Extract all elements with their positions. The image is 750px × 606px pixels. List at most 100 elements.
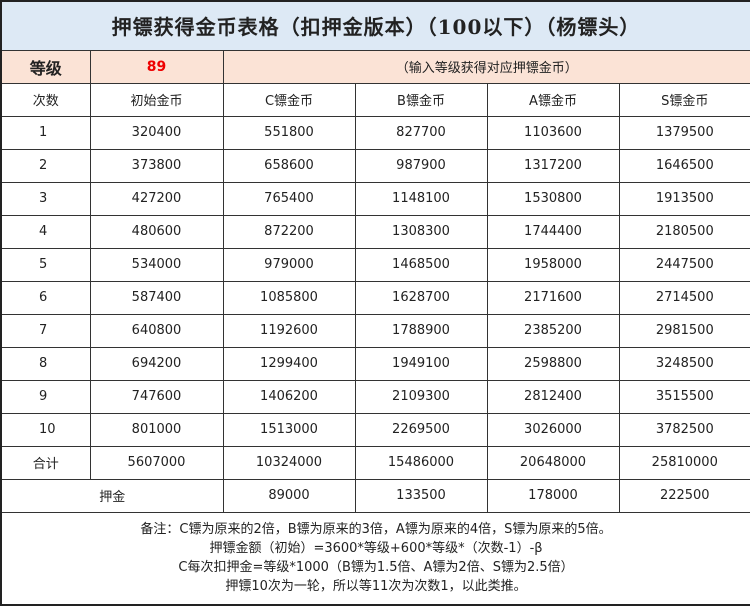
table-cell: 1788900 (354, 313, 488, 348)
row-index: 7 (0, 313, 91, 348)
table-cell: 2171600 (486, 280, 620, 315)
table-cell: 1299400 (222, 346, 356, 381)
row-index: 9 (0, 379, 91, 414)
total-label: 合计 (0, 445, 91, 480)
table-row: 6 587400 1085800 1628700 2171600 2714500 (0, 280, 750, 315)
table-row: 1 320400 551800 827700 1103600 1379500 (0, 115, 750, 150)
table-cell: 765400 (222, 181, 356, 216)
table-cell: 979000 (222, 247, 356, 282)
deposit-cell: 133500 (354, 478, 488, 513)
table-cell: 1406200 (222, 379, 356, 414)
note-line: 押镖金额（初始）=3600*等级+600*等级*（次数-1）-β (209, 541, 543, 557)
table-cell: 2812400 (486, 379, 620, 414)
table-cell: 3782500 (618, 412, 750, 447)
table-cell: 872200 (222, 214, 356, 249)
table-cell: 1628700 (354, 280, 488, 315)
table-cell: 987900 (354, 148, 488, 183)
total-cell: 15486000 (354, 445, 488, 480)
row-index: 1 (0, 115, 91, 150)
table-cell: 3515500 (618, 379, 750, 414)
row-index: 10 (0, 412, 91, 447)
level-label: 等级 (0, 49, 91, 84)
table-cell: 1308300 (354, 214, 488, 249)
table-cell: 2269500 (354, 412, 488, 447)
table-cell: 551800 (222, 115, 356, 150)
table-cell: 1468500 (354, 247, 488, 282)
table-cell: 1744400 (486, 214, 620, 249)
table-cell: 1513000 (222, 412, 356, 447)
deposit-row: 押金 89000 133500 178000 222500 (0, 478, 750, 513)
table-row: 9 747600 1406200 2109300 2812400 3515500 (0, 379, 750, 414)
table-cell: 2385200 (486, 313, 620, 348)
table-row: 3 427200 765400 1148100 1530800 1913500 (0, 181, 750, 216)
table-cell: 320400 (89, 115, 224, 150)
table-cell: 1148100 (354, 181, 488, 216)
deposit-cell: 89000 (222, 478, 356, 513)
table-cell: 801000 (89, 412, 224, 447)
header-cell: A镖金币 (486, 82, 620, 117)
table-row: 2 373800 658600 987900 1317200 1646500 (0, 148, 750, 183)
row-index: 2 (0, 148, 91, 183)
page-title: 押镖获得金币表格（扣押金版本）（100以下）（杨镖头） (0, 0, 750, 51)
table-cell: 480600 (89, 214, 224, 249)
table-cell: 2447500 (618, 247, 750, 282)
table-row: 4 480600 872200 1308300 1744400 2180500 (0, 214, 750, 249)
total-row: 合计 5607000 10324000 15486000 20648000 25… (0, 445, 750, 480)
note-line: 押镖10次为一轮，所以等11次为次数1，以此类推。 (225, 579, 527, 595)
table-row: 5 534000 979000 1468500 1958000 2447500 (0, 247, 750, 282)
row-index: 3 (0, 181, 91, 216)
table-cell: 1646500 (618, 148, 750, 183)
table-cell: 3248500 (618, 346, 750, 381)
header-cell: C镖金币 (222, 82, 356, 117)
header-cell: S镖金币 (618, 82, 750, 117)
total-cell: 20648000 (486, 445, 620, 480)
table-row: 10 801000 1513000 2269500 3026000 3782500 (0, 412, 750, 447)
deposit-cell: 222500 (618, 478, 750, 513)
table-cell: 1949100 (354, 346, 488, 381)
table-cell: 427200 (89, 181, 224, 216)
deposit-cell: 178000 (486, 478, 620, 513)
header-cell: 初始金币 (89, 82, 224, 117)
total-cell: 25810000 (618, 445, 750, 480)
note-line: 备注：C镖为原来的2倍，B镖为原来的3倍，A镖为原来的4倍，S镖为原来的5倍。 (140, 522, 612, 538)
total-cell: 10324000 (222, 445, 356, 480)
table-cell: 747600 (89, 379, 224, 414)
table-cell: 1958000 (486, 247, 620, 282)
table-cell: 2981500 (618, 313, 750, 348)
table-cell: 1913500 (618, 181, 750, 216)
notes: 备注：C镖为原来的2倍，B镖为原来的3倍，A镖为原来的4倍，S镖为原来的5倍。 … (0, 511, 750, 606)
table-cell: 827700 (354, 115, 488, 150)
table-row: 8 694200 1299400 1949100 2598800 3248500 (0, 346, 750, 381)
deposit-label: 押金 (0, 478, 224, 513)
table-cell: 3026000 (486, 412, 620, 447)
row-index: 5 (0, 247, 91, 282)
table-cell: 1085800 (222, 280, 356, 315)
table-cell: 534000 (89, 247, 224, 282)
row-index: 8 (0, 346, 91, 381)
header-cell: B镖金币 (354, 82, 488, 117)
note-line: C每次扣押金=等级*1000（B镖为1.5倍、A镖为2倍、S镖为2.5倍） (178, 560, 574, 576)
table-row: 7 640800 1192600 1788900 2385200 2981500 (0, 313, 750, 348)
table-cell: 1192600 (222, 313, 356, 348)
table-cell: 2714500 (618, 280, 750, 315)
table-cell: 1103600 (486, 115, 620, 150)
table-cell: 640800 (89, 313, 224, 348)
row-index: 6 (0, 280, 91, 315)
total-cell: 5607000 (89, 445, 224, 480)
level-hint: （输入等级获得对应押镖金币） (222, 49, 750, 84)
table-cell: 694200 (89, 346, 224, 381)
table-cell: 2180500 (618, 214, 750, 249)
header-cell: 次数 (0, 82, 91, 117)
table-cell: 1379500 (618, 115, 750, 150)
level-input[interactable]: 89 (89, 49, 224, 84)
table-cell: 587400 (89, 280, 224, 315)
table-cell: 658600 (222, 148, 356, 183)
header-row: 次数 初始金币 C镖金币 B镖金币 A镖金币 S镖金币 (0, 82, 750, 117)
table-cell: 373800 (89, 148, 224, 183)
table-cell: 1317200 (486, 148, 620, 183)
row-index: 4 (0, 214, 91, 249)
table-cell: 2109300 (354, 379, 488, 414)
table-cell: 1530800 (486, 181, 620, 216)
table-cell: 2598800 (486, 346, 620, 381)
